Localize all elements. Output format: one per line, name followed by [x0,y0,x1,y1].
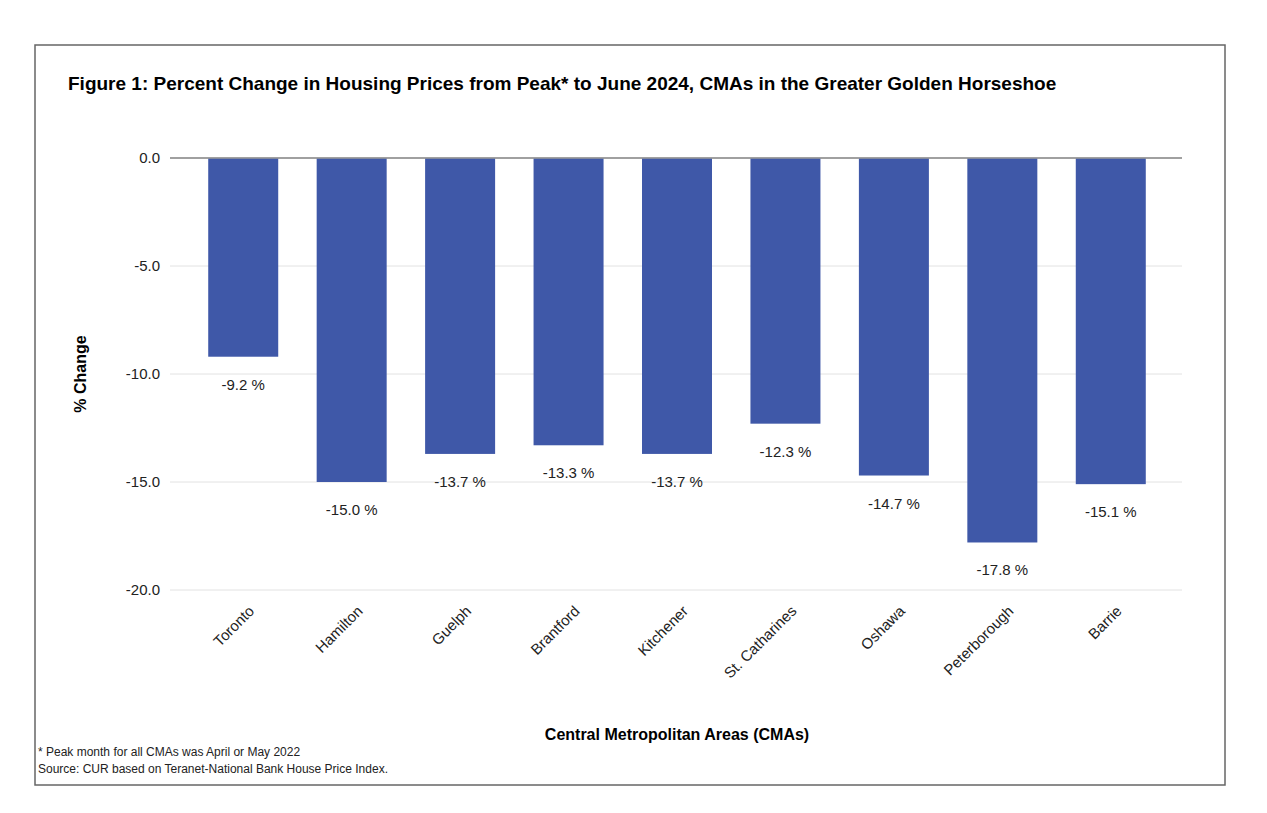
bar [534,158,604,445]
bars [208,158,1146,542]
bar [750,158,820,424]
bar [425,158,495,454]
frame [35,45,1225,785]
x-tick-label: Barrie [1085,602,1125,642]
data-label: -12.3 % [760,443,812,460]
data-label: -9.2 % [222,376,265,393]
y-tick-label: -10.0 [126,365,160,382]
bar [317,158,387,482]
y-axis-label: % Change [72,335,89,412]
title: Figure 1: Percent Change in Housing Pric… [68,73,1056,94]
bar [967,158,1037,542]
x-tick-label: Peterborough [940,602,1016,678]
footnote: Source: CUR based on Teranet-National Ba… [38,762,388,776]
chart: Figure 1: Percent Change in Housing Pric… [0,0,1267,813]
x-axis-label: Central Metropolitan Areas (CMAs) [545,726,809,743]
x-tick-label: Kitchener [634,602,691,659]
x-tick-label: Hamilton [312,602,366,656]
y-tick-label: -20.0 [126,581,160,598]
x-tick-label: Guelph [428,602,474,648]
bar [1076,158,1146,484]
data-label: -15.1 % [1085,503,1137,520]
x-tick-label: Brantford [527,602,583,658]
grid-line [170,157,1182,159]
y-tick-label: -15.0 [126,473,160,490]
grid-line [170,590,1182,591]
data-label: -17.8 % [976,561,1028,578]
zero-line [170,157,1182,159]
x-tick-label: St. Catharines [720,602,799,681]
data-label: -13.7 % [434,473,486,490]
data-label: -14.7 % [868,495,920,512]
x-tick-label: Toronto [210,602,257,649]
y-tick-label: -5.0 [134,257,160,274]
footnote: * Peak month for all CMAs was April or M… [38,745,300,759]
data-label: -15.0 % [326,501,378,518]
bar [859,158,929,476]
bar [208,158,278,357]
data-label: -13.7 % [651,473,703,490]
bar [642,158,712,454]
y-tick-label: 0.0 [139,149,160,166]
x-tick-label: Oshawa [857,602,908,653]
title-line: Figure 1: Percent Change in Housing Pric… [68,73,1056,94]
grid [170,158,1182,590]
data-label: -13.3 % [543,464,595,481]
